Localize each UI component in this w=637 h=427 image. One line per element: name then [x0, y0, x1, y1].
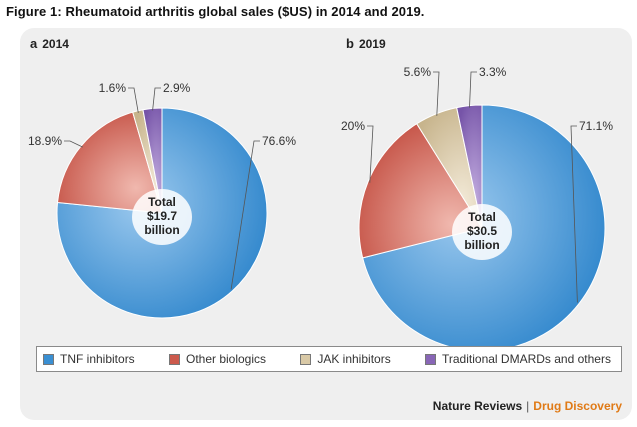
- pie-2019-label-jak: 5.6%: [404, 65, 432, 79]
- panel-b-year: 2019: [358, 37, 386, 51]
- panel-a-label: a 2014: [30, 36, 69, 51]
- pie-2019-leader-dmards: [469, 71, 477, 108]
- pie-2014-center-line-1: Total: [148, 195, 176, 209]
- pie-2019-label-other-biologics: 20%: [341, 119, 365, 133]
- panel-b-label: b 2019: [346, 36, 386, 51]
- legend-swatch-jak: [300, 353, 312, 365]
- pie-2014-label-jak: 1.6%: [99, 81, 127, 95]
- legend-item-tnf: TNF inhibitors: [43, 352, 135, 366]
- pie-2019-label-tnf: 71.1%: [579, 119, 613, 133]
- legend-swatch-dmards: [425, 353, 436, 365]
- pie-2014-leader-other-biologics: [64, 140, 83, 148]
- pie-2014-slice-other-biologics: [56, 111, 163, 214]
- legend-swatch-other-biologics: [168, 353, 180, 365]
- pie-2019-center-line-3: billion: [464, 238, 499, 252]
- pie-2019-center-line-1: Total: [468, 210, 496, 224]
- pie-2019-leader-tnf: [570, 125, 578, 303]
- publisher-name: Nature Reviews: [432, 399, 523, 413]
- panel-b-letter: b: [346, 36, 354, 51]
- pie-2019-center-line-2: $30.5: [467, 224, 497, 238]
- legend-item-dmards: Traditional DMARDs and others: [425, 352, 611, 366]
- pie-2014-center-hub: [132, 189, 192, 245]
- panel-a-year: 2014: [42, 37, 69, 51]
- pie-2019-slice-other-biologics: [358, 123, 483, 259]
- pie-2014-label-tnf: 76.6%: [262, 134, 296, 148]
- pie-2019-leader-jak: [433, 71, 440, 116]
- legend-label-other-biologics: Other biologics: [185, 352, 267, 366]
- pie-2019-leader-other-biologics: [367, 125, 374, 183]
- pie-2019-label-dmards: 3.3%: [479, 65, 507, 79]
- pie-2014-label-dmards: 2.9%: [163, 81, 191, 95]
- panel-a-letter: a: [30, 36, 38, 51]
- pie-charts: 76.6%18.9%1.6% 2.9%Total$19.7billion71.1%…: [28, 65, 613, 352]
- pie-2014-leader-dmards: [152, 87, 161, 111]
- pie-2014-leader-tnf: [230, 140, 260, 290]
- legend-swatch-tnf: [43, 353, 54, 365]
- legend-item-jak: JAK inhibitors: [300, 352, 391, 366]
- figure-title: Figure 1: Rheumatoid arthritis global sa…: [6, 4, 425, 19]
- publisher-separator: |: [526, 399, 530, 413]
- pie-2014-center-line-2: $19.7: [147, 209, 177, 223]
- pie-2014-label-other-biologics: 18.9%: [28, 134, 62, 148]
- legend-label-dmards: Traditional DMARDs and others: [442, 352, 611, 366]
- pie-2014-leader-jak: [128, 87, 139, 113]
- legend-label-tnf: TNF inhibitors: [60, 352, 135, 366]
- publisher-credit: Nature Reviews | Drug Discovery: [433, 399, 622, 413]
- journal-name: Drug Discovery: [533, 399, 622, 413]
- legend: TNF inhibitors Other biologics JAK inhib…: [36, 346, 622, 372]
- legend-item-other-biologics: Other biologics: [168, 352, 267, 366]
- pie-2019-center-hub: [452, 204, 512, 260]
- pie-2014-center-line-3: billion: [144, 223, 179, 237]
- legend-label-jak: JAK inhibitors: [317, 352, 391, 366]
- figure-panel: a 2014 b 2019 76.6% 18.9% 1.6% 2.9% Total $19.7…: [20, 28, 632, 420]
- pie-2014-slice-tnf: [56, 107, 268, 319]
